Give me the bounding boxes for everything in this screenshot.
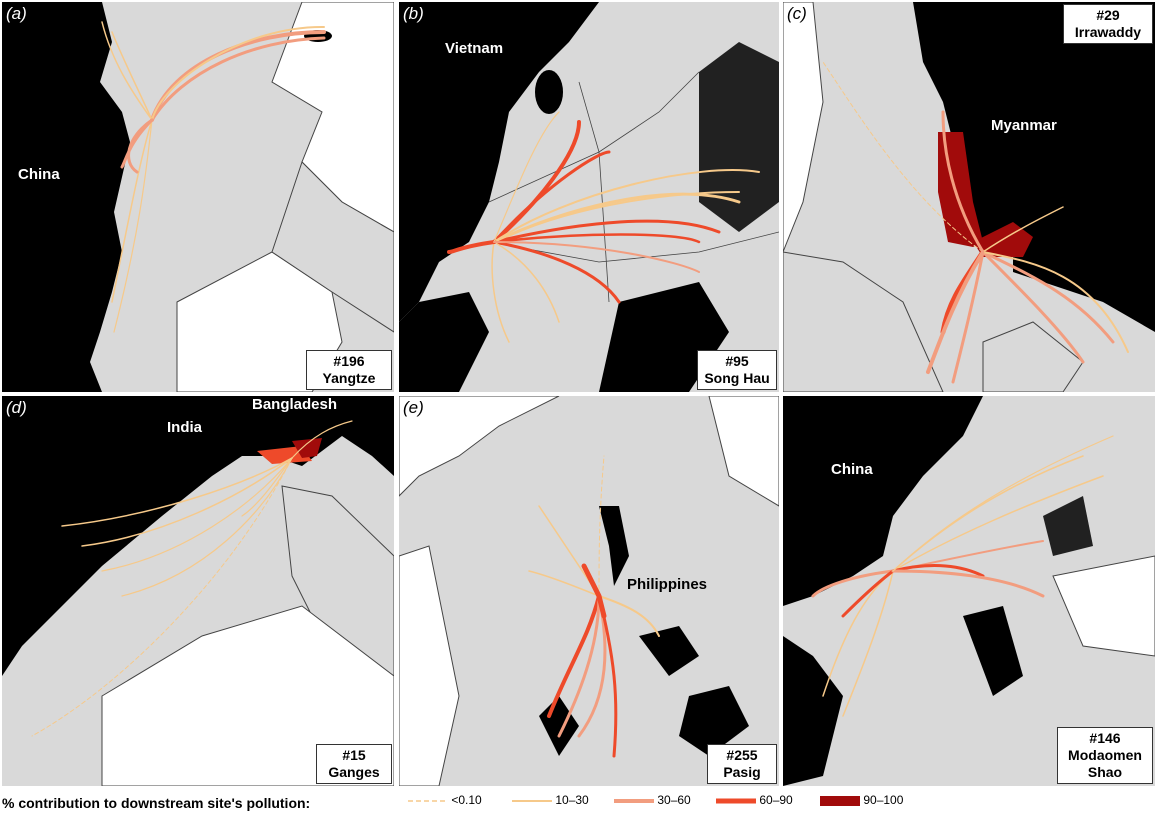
river-id: #196 <box>333 353 365 369</box>
map-d <box>2 396 394 786</box>
river-name-2: Shao <box>1087 764 1123 780</box>
river-tag: #255 Pasig <box>707 744 777 784</box>
panel-d: (d) India Bangladesh #15 Ganges <box>2 396 394 786</box>
panel-e: (e) Philippines #255 Pasig <box>399 396 779 786</box>
panel-label: (b) <box>403 4 424 23</box>
legend-label: 30–60 <box>657 793 691 807</box>
legend: % contribution to downstream site's poll… <box>0 790 1157 817</box>
legend-label: 60–90 <box>759 793 793 807</box>
river-id: #146 <box>1089 730 1121 746</box>
place-label: Vietnam <box>445 40 504 57</box>
river-name: Yangtze <box>322 370 376 386</box>
map-e <box>399 396 779 786</box>
river-id: #255 <box>726 747 758 763</box>
panel-c: (c) Myanmar #29 Irrawaddy <box>783 2 1155 392</box>
river-name: Irrawaddy <box>1074 24 1142 40</box>
map-c <box>783 2 1155 392</box>
legend-item: 10–30 <box>512 793 589 807</box>
place-label: China <box>831 461 873 478</box>
panel-label: (f) <box>787 398 804 417</box>
legend-label: 10–30 <box>555 793 589 807</box>
legend-item: <0.10 <box>408 793 482 807</box>
legend-label: 90–100 <box>863 793 904 807</box>
legend-item: 30–60 <box>614 793 691 807</box>
legend-label: <0.10 <box>451 793 482 807</box>
map-f <box>783 396 1155 786</box>
map-a <box>2 2 394 392</box>
panel-label: (d) <box>6 398 27 417</box>
legend-item: 60–90 <box>716 793 793 807</box>
place-label: Myanmar <box>991 117 1057 134</box>
panel-f: (f) China #146 Modaomen Shao <box>783 396 1155 786</box>
river-id: #15 <box>342 747 366 763</box>
river-tag: #15 Ganges <box>316 744 392 784</box>
river-id: #29 <box>1096 7 1120 23</box>
river-name: Song Hau <box>704 370 770 386</box>
panel-b: (b) Vietnam #95 Song Hau <box>399 2 779 392</box>
river-tag: #196 Yangtze <box>306 350 392 390</box>
river-name: Pasig <box>723 764 761 780</box>
panel-label: (e) <box>403 398 424 417</box>
panel-a: (a) China #196 Yangtze <box>2 2 394 392</box>
river-tag: #29 Irrawaddy <box>1063 4 1153 44</box>
panel-label: (c) <box>787 4 807 23</box>
river-name: Ganges <box>328 764 380 780</box>
legend-item: 90–100 <box>820 793 903 807</box>
panel-label: (a) <box>6 4 27 23</box>
place-label: China <box>18 166 60 183</box>
river-tag: #146 Modaomen Shao <box>1057 727 1153 784</box>
river-tag: #95 Song Hau <box>697 350 777 390</box>
place-label: Philippines <box>627 576 708 593</box>
map-b <box>399 2 779 392</box>
river-name: Modaomen <box>1068 747 1142 763</box>
river-id: #95 <box>725 353 749 369</box>
place-label: India <box>167 419 203 436</box>
legend-title: % contribution to downstream site's poll… <box>2 795 311 811</box>
place-label: Bangladesh <box>252 396 338 413</box>
